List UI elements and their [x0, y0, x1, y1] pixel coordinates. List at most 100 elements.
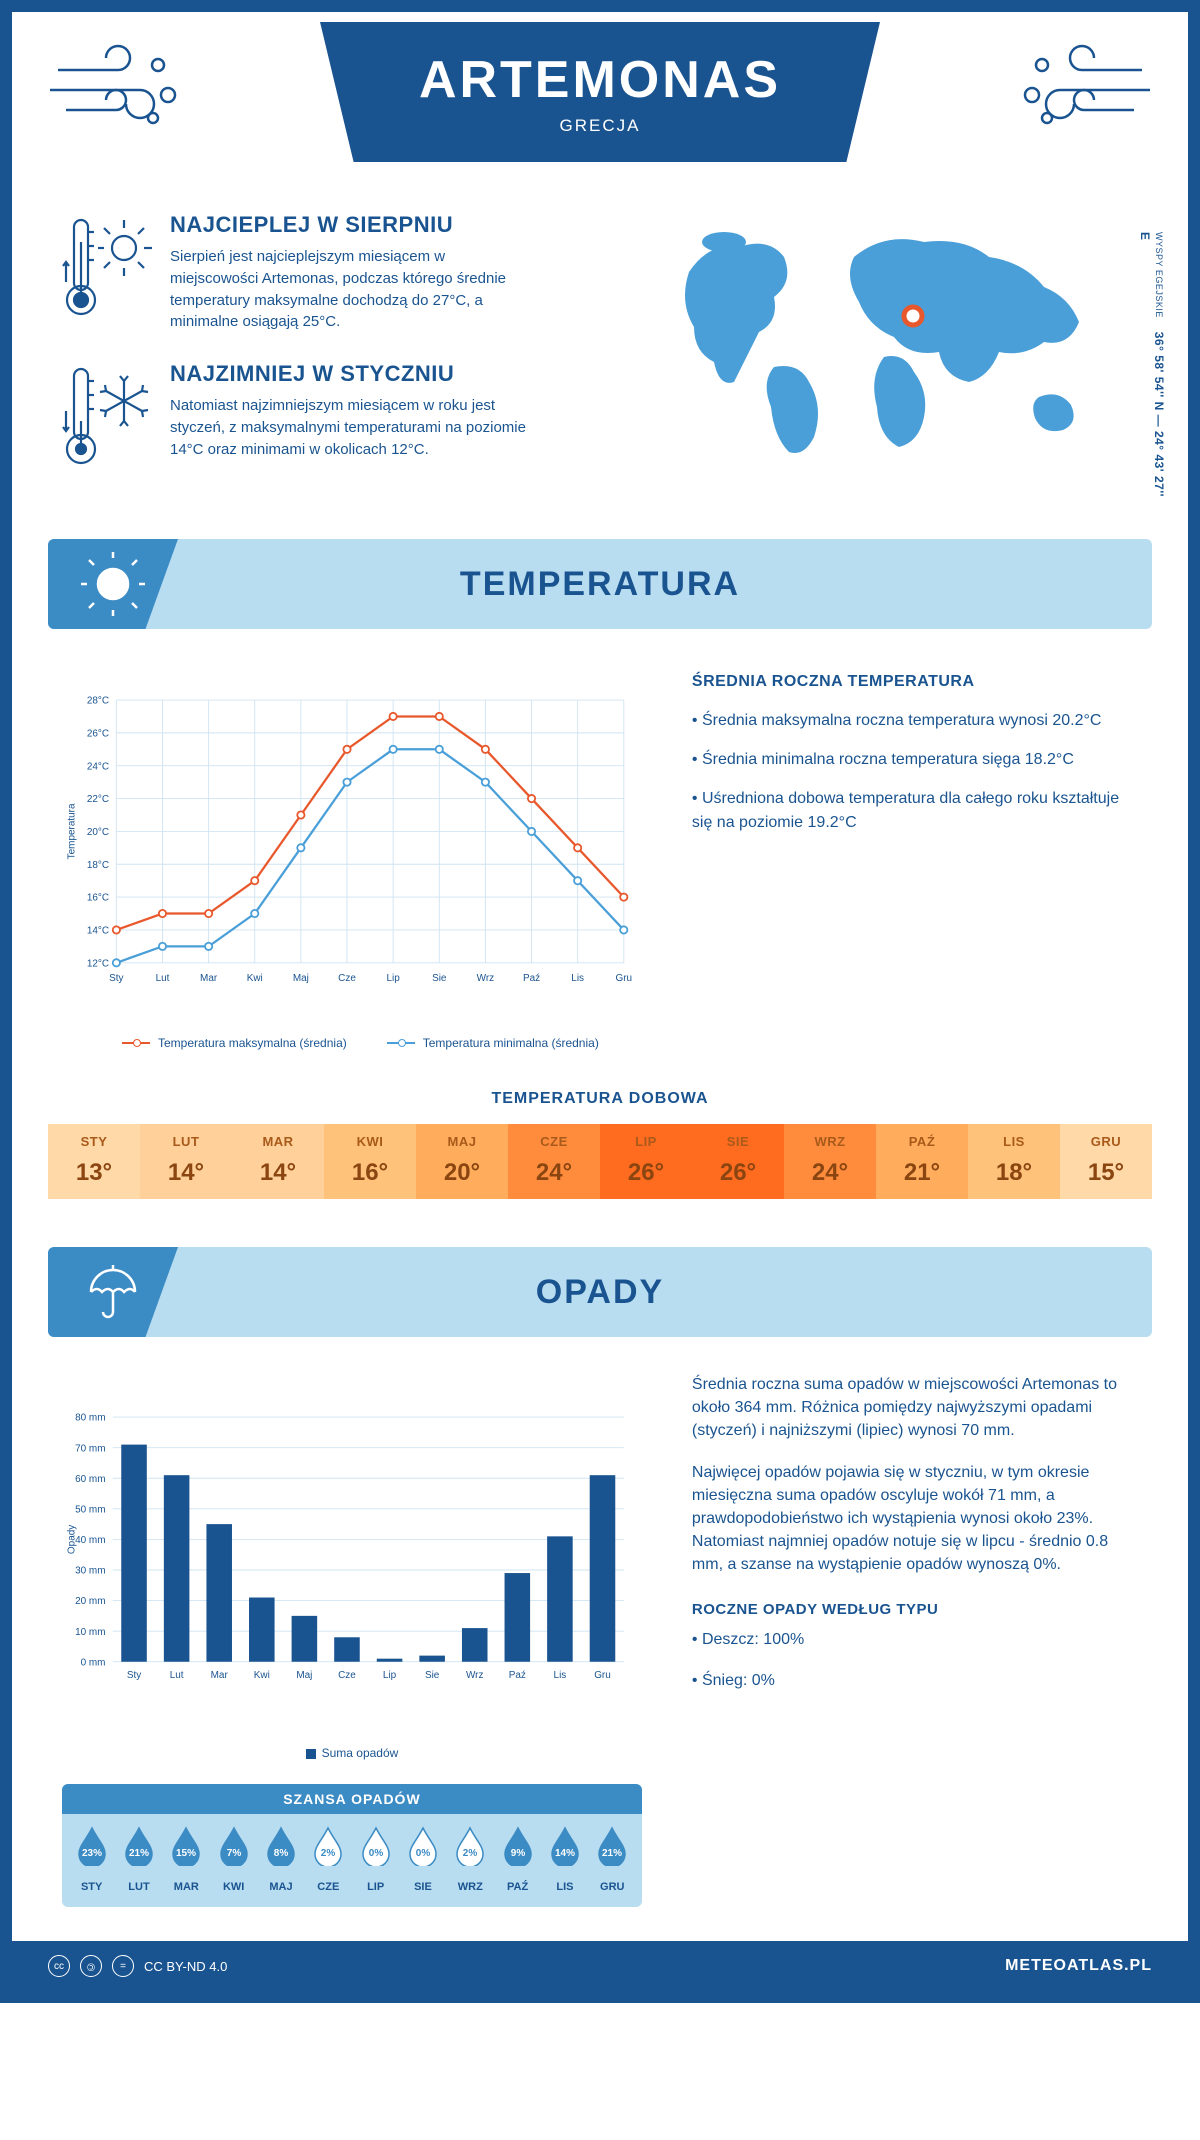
svg-text:Mar: Mar [211, 1670, 229, 1681]
heat-cell: LIS18° [968, 1124, 1060, 1199]
precip-type-line: • Deszcz: 100% [692, 1628, 1138, 1651]
warmest-text: Sierpień jest najcieplejszym miesiącem w… [170, 246, 530, 333]
svg-text:80 mm: 80 mm [75, 1413, 105, 1424]
precip-bar-chart: 0 mm10 mm20 mm30 mm40 mm50 mm60 mm70 mm8… [62, 1373, 642, 1733]
header: ARTEMONAS GRECJA [12, 12, 1188, 192]
precip-summary: Średnia roczna suma opadów w miejscowośc… [692, 1373, 1138, 1907]
svg-text:0%: 0% [368, 1848, 383, 1859]
svg-text:40 mm: 40 mm [75, 1535, 105, 1546]
svg-text:10 mm: 10 mm [75, 1627, 105, 1638]
svg-text:Sty: Sty [109, 973, 123, 984]
site-name: METEOATLAS.PL [1005, 1957, 1152, 1975]
chance-cell: 2% WRZ [447, 1826, 494, 1893]
section-header-temperature: TEMPERATURA [48, 539, 1152, 629]
svg-text:Cze: Cze [338, 973, 356, 984]
svg-text:Opady: Opady [67, 1525, 78, 1554]
heat-cell: GRU15° [1060, 1124, 1152, 1199]
svg-text:50 mm: 50 mm [75, 1504, 105, 1515]
svg-text:Lip: Lip [386, 973, 400, 984]
chance-cell: 21% LUT [115, 1826, 162, 1893]
chance-cell: 23% STY [68, 1826, 115, 1893]
chance-cell: 15% MAR [163, 1826, 210, 1893]
chance-cell: 0% SIE [399, 1826, 446, 1893]
summary-bullet: • Średnia maksymalna roczna temperatura … [692, 709, 1138, 732]
svg-text:12°C: 12°C [87, 958, 109, 969]
by-icon: 🄯 [80, 1955, 102, 1977]
heat-cell: MAR14° [232, 1124, 324, 1199]
location-title: ARTEMONAS [320, 50, 880, 110]
coordinates: WYSPY EGEJSKIE 36° 58' 54'' N — 24° 43' … [1138, 232, 1166, 499]
precip-type-line: • Śnieg: 0% [692, 1669, 1138, 1692]
svg-text:20 mm: 20 mm [75, 1596, 105, 1607]
section-title: OPADY [536, 1273, 664, 1312]
svg-text:16°C: 16°C [87, 893, 109, 904]
svg-text:23%: 23% [82, 1848, 102, 1859]
heat-cell: CZE24° [508, 1124, 600, 1199]
svg-text:Mar: Mar [200, 973, 218, 984]
chance-cell: 9% PAŹ [494, 1826, 541, 1893]
svg-text:Kwi: Kwi [254, 1670, 270, 1681]
svg-text:18°C: 18°C [87, 860, 109, 871]
temperature-body: 12°C14°C16°C18°C20°C22°C24°C26°C28°CStyL… [12, 629, 1188, 1074]
svg-text:Lut: Lut [156, 973, 170, 984]
svg-text:Lis: Lis [554, 1670, 567, 1681]
bar-legend: Suma opadów [62, 1746, 642, 1760]
svg-text:70 mm: 70 mm [75, 1443, 105, 1454]
thermometer-snow-icon [62, 361, 152, 471]
coldest-block: NAJZIMNIEJ W STYCZNIU Natomiast najzimni… [62, 361, 610, 471]
svg-text:22°C: 22°C [87, 794, 109, 805]
section-header-precip: OPADY [48, 1247, 1152, 1337]
svg-text:0%: 0% [416, 1848, 431, 1859]
coldest-text: Natomiast najzimniejszym miesiącem w rok… [170, 395, 530, 460]
nd-icon: = [112, 1955, 134, 1977]
svg-text:Lis: Lis [571, 973, 584, 984]
daily-temp-heatmap: STY13°LUT14°MAR14°KWI16°MAJ20°CZE24°LIP2… [48, 1124, 1152, 1199]
chance-cell: 8% MAJ [257, 1826, 304, 1893]
svg-text:Gru: Gru [594, 1670, 611, 1681]
summary-bullet: • Uśredniona dobowa temperatura dla całe… [692, 787, 1138, 833]
svg-text:Sty: Sty [127, 1670, 141, 1681]
coldest-title: NAJZIMNIEJ W STYCZNIU [170, 361, 530, 387]
map-block: WYSPY EGEJSKIE 36° 58' 54'' N — 24° 43' … [640, 212, 1138, 499]
svg-text:Temperatura: Temperatura [67, 803, 78, 859]
warmest-block: NAJCIEPLEJ W SIERPNIU Sierpień jest najc… [62, 212, 610, 333]
summary-bullet: • Średnia minimalna roczna temperatura s… [692, 748, 1138, 771]
svg-text:26°C: 26°C [87, 728, 109, 739]
precip-para: Średnia roczna suma opadów w miejscowośc… [692, 1373, 1138, 1443]
heat-cell: STY13° [48, 1124, 140, 1199]
svg-text:21%: 21% [129, 1848, 149, 1859]
svg-text:20°C: 20°C [87, 827, 109, 838]
temperature-summary: ŚREDNIA ROCZNA TEMPERATURA • Średnia mak… [692, 665, 1138, 1050]
chance-cell: 14% LIS [541, 1826, 588, 1893]
heat-cell: LIP26° [600, 1124, 692, 1199]
svg-text:60 mm: 60 mm [75, 1474, 105, 1485]
heat-cell: KWI16° [324, 1124, 416, 1199]
intro-left: NAJCIEPLEJ W SIERPNIU Sierpień jest najc… [62, 212, 610, 499]
svg-text:0 mm: 0 mm [81, 1657, 106, 1668]
intro-section: NAJCIEPLEJ W SIERPNIU Sierpień jest najc… [12, 192, 1188, 539]
chance-title: SZANSA OPADÓW [62, 1784, 642, 1814]
svg-text:14%: 14% [555, 1848, 575, 1859]
heat-cell: MAJ20° [416, 1124, 508, 1199]
svg-text:Lut: Lut [170, 1670, 184, 1681]
svg-text:28°C: 28°C [87, 696, 109, 707]
chance-cell: 7% KWI [210, 1826, 257, 1893]
wind-icon [48, 40, 188, 140]
svg-text:8%: 8% [274, 1848, 289, 1859]
svg-text:Paź: Paź [523, 973, 540, 984]
heat-cell: LUT14° [140, 1124, 232, 1199]
svg-text:Wrz: Wrz [466, 1670, 484, 1681]
cc-icon: cc [48, 1955, 70, 1977]
svg-text:Maj: Maj [296, 1670, 312, 1681]
wind-icon [1012, 40, 1152, 140]
svg-text:2%: 2% [463, 1848, 478, 1859]
sun-icon [48, 539, 178, 629]
svg-text:9%: 9% [510, 1848, 525, 1859]
heat-cell: WRZ24° [784, 1124, 876, 1199]
svg-text:Cze: Cze [338, 1670, 356, 1681]
thermometer-sun-icon [62, 212, 152, 322]
svg-text:Lip: Lip [383, 1670, 397, 1681]
svg-text:Gru: Gru [615, 973, 632, 984]
svg-text:Paź: Paź [509, 1670, 526, 1681]
svg-text:7%: 7% [226, 1848, 241, 1859]
